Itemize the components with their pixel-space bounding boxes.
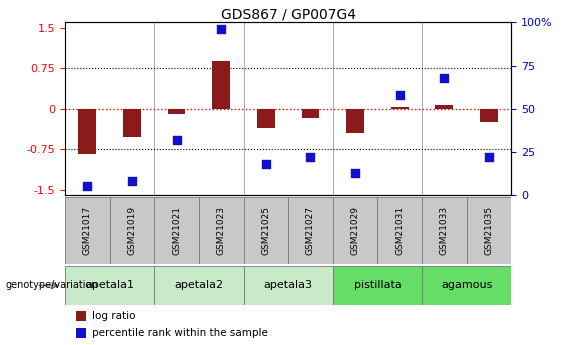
Bar: [65, 266, 154, 305]
Bar: [302, 109, 319, 118]
Bar: [199, 197, 244, 264]
Bar: [333, 266, 422, 305]
Text: GSM21033: GSM21033: [440, 206, 449, 255]
Bar: [110, 197, 154, 264]
Text: GSM21023: GSM21023: [217, 206, 225, 255]
Text: GSM21035: GSM21035: [485, 206, 493, 255]
Bar: [244, 197, 288, 264]
Text: GSM21019: GSM21019: [128, 206, 136, 255]
Point: [350, 170, 359, 175]
Bar: [79, 109, 96, 155]
Text: GSM21027: GSM21027: [306, 206, 315, 255]
Bar: [480, 109, 498, 122]
Bar: [422, 266, 511, 305]
Point: [128, 178, 137, 184]
Text: genotype/variation: genotype/variation: [6, 280, 98, 290]
Text: apetala3: apetala3: [264, 280, 312, 290]
Bar: [346, 109, 364, 133]
Point: [484, 154, 493, 160]
Title: GDS867 / GP007G4: GDS867 / GP007G4: [221, 7, 355, 21]
Point: [306, 154, 315, 160]
Point: [82, 184, 92, 189]
Text: apetala1: apetala1: [85, 280, 134, 290]
Text: percentile rank within the sample: percentile rank within the sample: [92, 328, 268, 338]
Text: GSM21031: GSM21031: [396, 206, 404, 255]
Bar: [168, 109, 185, 114]
Bar: [377, 197, 422, 264]
Point: [172, 137, 181, 142]
Text: log ratio: log ratio: [92, 311, 136, 321]
Point: [440, 75, 449, 80]
Bar: [467, 197, 511, 264]
Bar: [154, 266, 244, 305]
Text: GSM21021: GSM21021: [172, 206, 181, 255]
Bar: [244, 266, 333, 305]
Bar: [333, 197, 377, 264]
Text: apetala2: apetala2: [175, 280, 223, 290]
Bar: [212, 61, 230, 109]
Point: [261, 161, 270, 167]
Text: pistillata: pistillata: [354, 280, 401, 290]
Point: [216, 27, 225, 32]
Bar: [65, 197, 110, 264]
Text: GSM21025: GSM21025: [262, 206, 270, 255]
Bar: [154, 197, 199, 264]
Text: GSM21017: GSM21017: [83, 206, 92, 255]
Bar: [123, 109, 141, 137]
Bar: [391, 107, 408, 109]
Text: GSM21029: GSM21029: [351, 206, 359, 255]
Bar: [288, 197, 333, 264]
Point: [395, 92, 404, 98]
Bar: [76, 328, 86, 338]
Bar: [257, 109, 275, 128]
Bar: [436, 106, 453, 109]
Bar: [422, 197, 467, 264]
Bar: [76, 311, 86, 321]
Text: agamous: agamous: [441, 280, 492, 290]
